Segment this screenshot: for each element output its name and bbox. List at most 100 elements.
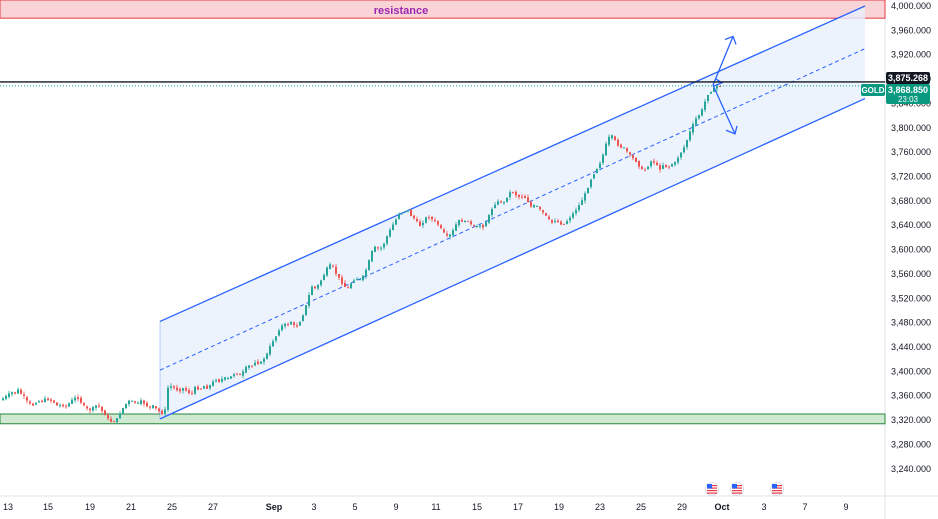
candle[interactable] [125, 403, 127, 410]
candle[interactable] [56, 402, 58, 406]
channel-upper-line[interactable] [159, 5, 866, 323]
candle[interactable] [662, 162, 664, 170]
candle[interactable] [479, 223, 481, 229]
candle[interactable] [398, 212, 400, 220]
candle[interactable] [614, 135, 616, 142]
candle[interactable] [191, 390, 193, 396]
support-zone[interactable] [0, 413, 886, 425]
candle[interactable] [437, 220, 439, 227]
candle[interactable] [665, 164, 667, 169]
candle[interactable] [209, 384, 211, 391]
candle[interactable] [533, 204, 535, 209]
us-flag-icon[interactable] [730, 482, 744, 496]
candle[interactable] [47, 397, 49, 401]
candle[interactable] [668, 165, 670, 170]
candle[interactable] [149, 405, 151, 411]
candle[interactable] [170, 383, 172, 391]
candle[interactable] [104, 409, 106, 416]
candle[interactable] [218, 378, 220, 383]
candle[interactable] [362, 274, 364, 282]
candle[interactable] [293, 321, 295, 328]
candle[interactable] [158, 407, 160, 413]
candle[interactable] [143, 399, 145, 407]
candle[interactable] [80, 395, 82, 405]
candle[interactable] [5, 394, 7, 401]
candle[interactable] [35, 401, 37, 406]
candle[interactable] [401, 212, 403, 216]
candle[interactable] [179, 387, 181, 394]
candle[interactable] [584, 191, 586, 204]
candle[interactable] [131, 400, 133, 402]
candle[interactable] [83, 402, 85, 407]
candle[interactable] [32, 402, 34, 407]
candle[interactable] [608, 134, 610, 147]
candle[interactable] [551, 219, 553, 225]
candle[interactable] [41, 399, 43, 403]
candle[interactable] [623, 146, 625, 149]
candle[interactable] [500, 200, 502, 204]
candle[interactable] [2, 396, 4, 401]
candle[interactable] [185, 386, 187, 392]
candle[interactable] [212, 379, 214, 387]
candle[interactable] [440, 223, 442, 230]
candle[interactable] [260, 361, 262, 365]
candle[interactable] [350, 282, 352, 290]
candle[interactable] [296, 322, 298, 328]
candle[interactable] [446, 230, 448, 238]
candle[interactable] [335, 263, 337, 277]
candle[interactable] [602, 153, 604, 166]
candle[interactable] [647, 166, 649, 170]
candle[interactable] [464, 220, 466, 223]
candle[interactable] [257, 359, 259, 366]
candle[interactable] [353, 278, 355, 284]
candle[interactable] [563, 223, 565, 225]
candle[interactable] [347, 285, 349, 289]
candle[interactable] [206, 384, 208, 389]
candle[interactable] [635, 157, 637, 163]
candle[interactable] [374, 245, 376, 253]
candle[interactable] [20, 388, 22, 395]
candle[interactable] [680, 152, 682, 160]
candle[interactable] [317, 284, 319, 291]
candle[interactable] [461, 217, 463, 222]
candle[interactable] [671, 163, 673, 167]
candle[interactable] [695, 116, 697, 127]
candle[interactable] [305, 305, 307, 317]
candle[interactable] [704, 98, 706, 113]
candle[interactable] [155, 405, 157, 411]
candle[interactable] [269, 343, 271, 357]
candle[interactable] [404, 211, 406, 214]
candle[interactable] [431, 215, 433, 222]
candle[interactable] [560, 220, 562, 226]
us-flag-icon[interactable] [705, 482, 719, 496]
candle[interactable] [497, 199, 499, 206]
candle[interactable] [200, 388, 202, 390]
candle[interactable] [644, 167, 646, 172]
candle[interactable] [626, 147, 628, 154]
candle[interactable] [521, 194, 523, 200]
candle[interactable] [236, 373, 238, 376]
candle[interactable] [110, 416, 112, 423]
candle[interactable] [506, 197, 508, 203]
candle[interactable] [542, 209, 544, 215]
candle[interactable] [302, 314, 304, 322]
candle[interactable] [467, 220, 469, 222]
candle[interactable] [308, 292, 310, 309]
candle[interactable] [254, 359, 256, 367]
candle[interactable] [518, 194, 520, 200]
candle[interactable] [656, 160, 658, 166]
candle[interactable] [323, 273, 325, 281]
channel-median-line[interactable] [159, 48, 866, 371]
candle[interactable] [53, 400, 55, 404]
candle[interactable] [485, 220, 487, 227]
candle[interactable] [242, 369, 244, 379]
candle[interactable] [425, 216, 427, 224]
candle[interactable] [527, 194, 529, 203]
candle[interactable] [263, 356, 265, 365]
candle[interactable] [419, 219, 421, 227]
candle[interactable] [59, 403, 61, 408]
candle[interactable] [581, 197, 583, 206]
projection-arrow-down[interactable] [712, 84, 738, 135]
candle[interactable] [92, 405, 94, 413]
